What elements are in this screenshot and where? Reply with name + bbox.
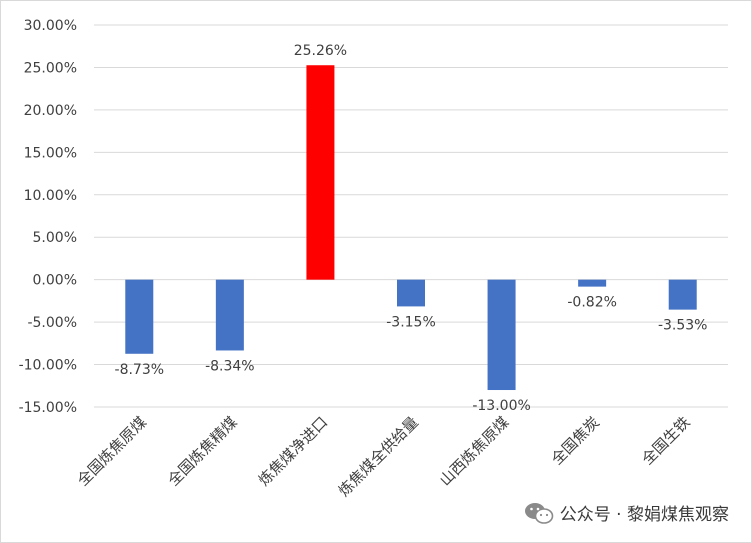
y-axis-tick-labels: 30.00% 25.00% 20.00% 15.00% 10.00% 5.00% 0.00%… [19, 18, 77, 416]
y-tick-label: -10.00% [19, 358, 77, 374]
x-axis-category-labels: 全国炼焦原煤 全国炼焦精煤 炼焦煤净进口 炼焦煤全供给量 山西炼焦原煤 全国焦炭 全国生铁 [74, 413, 694, 500]
x-category-label: 山西炼焦原煤 [436, 413, 512, 489]
bar [397, 279, 425, 307]
x-category-label: 全国炼焦原煤 [74, 413, 150, 489]
x-category-label: 全国生铁 [638, 413, 693, 468]
watermark-text: 公众号 · 黎娟煤焦观察 [559, 505, 729, 525]
y-tick-label: 25.00% [24, 60, 77, 76]
y-tick-label: 30.00% [24, 18, 77, 34]
x-category-label: 炼焦煤净进口 [255, 413, 331, 489]
bar [125, 279, 154, 354]
x-category-label: 全国焦炭 [548, 413, 603, 468]
watermark: 公众号 · 黎娟煤焦观察 [524, 500, 729, 525]
data-label: -3.53% [658, 318, 708, 334]
y-tick-label: -15.00% [19, 400, 77, 416]
bar [487, 279, 516, 391]
data-label: -3.15% [386, 314, 436, 330]
bars [125, 65, 697, 391]
data-label: -8.73% [115, 362, 165, 378]
bar [306, 65, 335, 280]
bar [578, 279, 607, 287]
bar [215, 279, 244, 351]
y-tick-label: 5.00% [33, 230, 77, 246]
data-labels: -8.73% -8.34% 25.26% -3.15% -13.00% -0.82% -3.… [115, 43, 708, 414]
x-category-label: 炼焦煤全供给量 [335, 413, 422, 500]
data-label: 25.26% [294, 43, 347, 59]
y-tick-label: 20.00% [24, 103, 77, 119]
data-label: -13.00% [472, 398, 530, 414]
y-tick-label: 0.00% [33, 273, 77, 289]
data-label: -8.34% [205, 358, 255, 374]
gridlines [94, 24, 728, 408]
wechat-icon [524, 502, 554, 524]
y-tick-label: 15.00% [24, 145, 77, 161]
bar [668, 279, 697, 310]
y-tick-label: -5.00% [27, 315, 77, 331]
y-tick-label: 10.00% [24, 188, 77, 204]
x-category-label: 全国炼焦精煤 [164, 413, 240, 489]
data-label: -0.82% [567, 295, 617, 311]
